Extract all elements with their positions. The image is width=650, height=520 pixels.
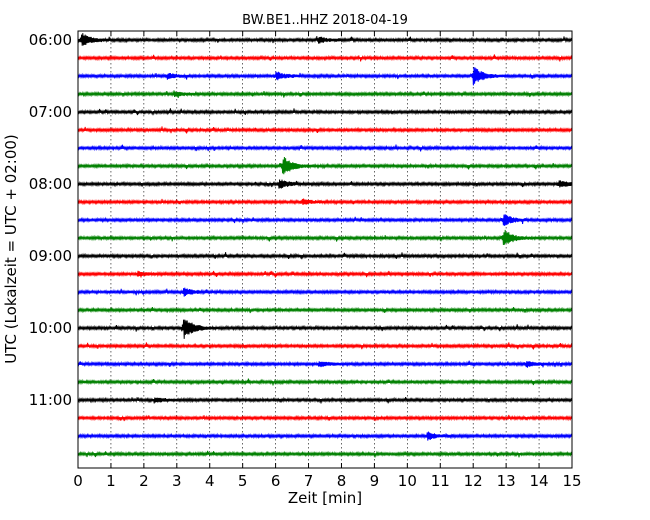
x-tick-label: 3	[172, 472, 182, 490]
seismic-trace	[77, 360, 573, 368]
y-tick-label: 11:00	[29, 391, 72, 409]
x-tick-label: 9	[370, 472, 380, 490]
seismic-trace	[77, 414, 573, 422]
seismic-trace	[77, 198, 573, 206]
y-tick-label: 08:00	[29, 175, 72, 193]
seismic-trace	[77, 229, 573, 246]
x-tick-label: 2	[139, 472, 149, 490]
y-tick-label: 06:00	[29, 31, 72, 49]
x-tick-label: 4	[205, 472, 215, 490]
seismic-trace	[77, 378, 573, 386]
seismic-trace	[77, 252, 573, 260]
seismic-trace	[77, 54, 573, 62]
y-tick-label: 10:00	[29, 319, 72, 337]
y-tick-label: 09:00	[29, 247, 72, 265]
seismic-trace	[77, 67, 573, 86]
y-tick-label: 07:00	[29, 103, 72, 121]
chart-title: BW.BE1..HHZ 2018-04-19	[242, 13, 408, 28]
y-axis-ticks: 06:00 07:00 08:00 09:00 10:00 11:00	[29, 31, 572, 409]
seismic-trace	[77, 319, 573, 339]
seismic-trace	[77, 156, 573, 175]
y-axis-label: UTC (Lokalzeit = UTC + 02:00)	[2, 134, 20, 364]
seismic-trace	[77, 144, 573, 152]
seismic-trace	[77, 126, 573, 134]
seismic-trace	[77, 33, 573, 46]
seismic-trace	[77, 306, 573, 314]
x-tick-label: 5	[238, 472, 248, 490]
seismic-trace	[77, 342, 573, 350]
seismic-trace	[77, 431, 573, 441]
x-tick-label: 12	[464, 472, 483, 490]
x-tick-label: 14	[530, 472, 549, 490]
trace-lines	[77, 33, 573, 458]
seismic-trace	[77, 90, 573, 98]
x-tick-label: 15	[562, 472, 581, 490]
x-tick-label: 13	[497, 472, 516, 490]
plot-frame	[77, 30, 573, 469]
seismic-trace	[77, 108, 573, 116]
x-tick-label: 6	[271, 472, 281, 490]
seismic-trace	[77, 270, 573, 278]
x-tick-label: 1	[106, 472, 116, 490]
x-tick-label: 7	[304, 472, 314, 490]
seismic-trace	[77, 396, 573, 404]
vertical-grid	[110, 31, 540, 468]
x-tick-label: 11	[431, 472, 450, 490]
x-axis-ticks: 0 1 2 3 4 5 6 7 8 9 10 11 12 13 14 15	[73, 31, 582, 490]
seismic-trace	[77, 287, 573, 297]
x-tick-label: 0	[73, 472, 83, 490]
seismic-trace	[77, 214, 573, 226]
seismic-trace	[77, 450, 573, 458]
x-axis-label: Zeit [min]	[288, 489, 362, 507]
seismic-trace	[77, 179, 573, 189]
x-tick-label: 10	[398, 472, 417, 490]
x-tick-label: 8	[337, 472, 347, 490]
